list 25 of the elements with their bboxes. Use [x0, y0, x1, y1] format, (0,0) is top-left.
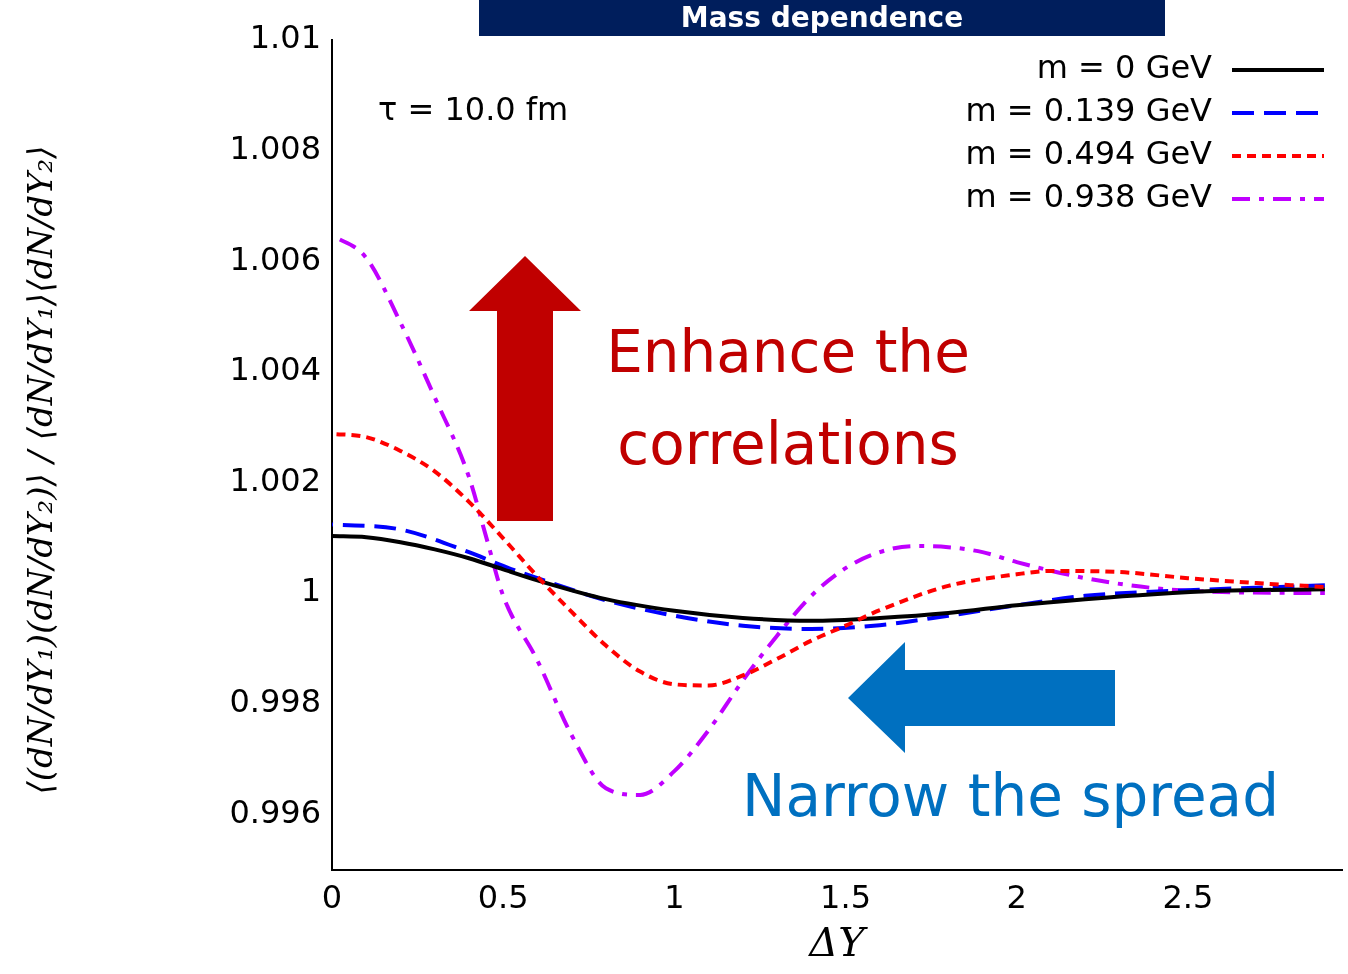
y-tick-label: 1.006 [229, 239, 321, 278]
annotation: Enhance the correlations [605, 317, 971, 480]
legend-label: m = 0.139 GeV [965, 91, 1213, 130]
legend-label: m = 0.938 GeV [965, 177, 1213, 216]
y-tick-label: 1 [300, 571, 321, 610]
legend-label: m = 0 GeV [1036, 48, 1213, 87]
x-tick-label: 0.5 [477, 878, 529, 917]
legend-label: m = 0.494 GeV [965, 134, 1213, 173]
line-series [332, 522, 1327, 632]
y-tick-label: 1.008 [229, 128, 321, 167]
x-tick-label: 1 [664, 878, 685, 917]
x-tick-label: 0 [321, 878, 343, 917]
x-tick-label: 2.5 [1162, 878, 1214, 917]
y-tick-label: 0.998 [229, 681, 321, 720]
y-axis-title: ⟨(dN/dY₁)(dN/dY₂)⟩ / ⟨dN/dY₁⟩⟨dN/dY₂⟩ [19, 144, 61, 797]
y-tick-label: 0.996 [229, 792, 321, 831]
y-tick-label: 1.004 [229, 350, 321, 389]
x-tick-label: 1.5 [820, 878, 871, 917]
chart-title: Mass dependence [479, 0, 1165, 36]
y-tick-label: 1.01 [249, 18, 321, 57]
y-tick-label: 1.002 [229, 460, 321, 499]
annotation: τ = 10.0 fm [378, 90, 569, 128]
x-tick-label: 2 [1006, 878, 1027, 917]
x-axis-title: ΔY [807, 919, 869, 966]
annotation: Narrow the spread [742, 762, 1279, 830]
